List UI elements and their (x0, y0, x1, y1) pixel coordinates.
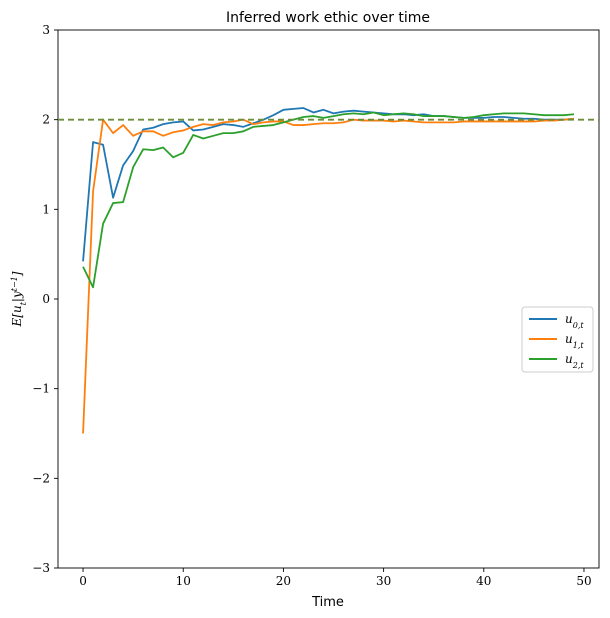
x-axis: 0 10 20 30 40 50 (79, 568, 592, 588)
y-tick-label: 3 (42, 23, 50, 37)
x-tick-label: 10 (176, 574, 191, 588)
series-line-1 (82, 117, 575, 434)
y-tick-label: −3 (32, 561, 50, 575)
y-tick-label: −1 (32, 382, 50, 396)
x-tick-label: 0 (79, 574, 87, 588)
chart-title: Inferred work ethic over time (226, 10, 430, 26)
legend: u0,t u1,t u2,t (521, 306, 594, 373)
y-axis: −3 −2 −1 0 1 2 3 (32, 23, 58, 575)
series-line-2 (82, 111, 575, 289)
series-line-0 (82, 107, 575, 262)
y-axis-label: E[ut|yt−1] (10, 271, 28, 327)
y-tick-label: 2 (42, 113, 50, 127)
x-tick-label: 40 (476, 574, 491, 588)
svg-text:E[ut|yt−1]: E[ut|yt−1] (10, 271, 28, 327)
legend-entry: u0,t (565, 312, 584, 330)
legend-entry: u1,t (565, 332, 584, 350)
legend-box (521, 306, 594, 373)
x-axis-label: Time (311, 595, 344, 610)
x-tick-label: 50 (576, 574, 591, 588)
legend-entry: u2,t (565, 352, 584, 370)
y-tick-label: −2 (32, 471, 50, 485)
y-tick-label: 0 (42, 292, 50, 306)
x-tick-label: 20 (276, 574, 291, 588)
x-tick-label: 30 (376, 574, 391, 588)
series-layer (58, 107, 599, 434)
y-tick-label: 1 (42, 202, 50, 216)
